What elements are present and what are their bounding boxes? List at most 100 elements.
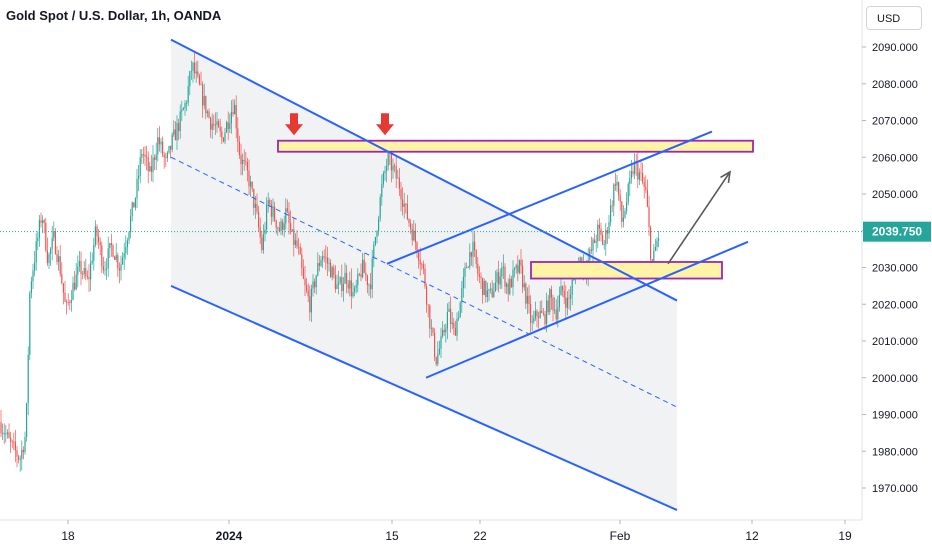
candle-body [136,178,138,199]
candle [192,61,194,83]
projection-arrow[interactable] [667,171,731,265]
candle-body [458,317,460,319]
price-tick-label: 2070.000 [872,116,918,128]
candle [205,95,207,120]
candle-body [163,154,165,158]
candle-body [275,220,277,228]
candle [381,174,383,206]
candle-body [88,276,90,280]
trend-line[interactable] [425,240,749,379]
candle-body [51,237,53,249]
candle [336,274,338,290]
candle-body [320,259,322,266]
support-zone[interactable] [530,261,723,280]
candle [334,265,336,293]
trend-line[interactable] [170,284,678,511]
candle-body [221,131,223,138]
candle [398,167,400,197]
candle [29,290,31,361]
candle [155,142,157,171]
candle-body [443,330,445,333]
candle [443,324,445,336]
candle [310,284,312,322]
resistance-zone[interactable] [277,139,754,153]
candle-body [606,230,608,234]
candle [490,282,492,294]
candle [10,431,12,454]
candle-body [406,203,408,220]
candle [470,251,472,266]
candle [91,252,93,265]
candle-body [397,177,399,179]
candle [104,261,106,276]
candle-body [560,286,562,296]
candle [530,295,532,333]
trend-line[interactable] [386,130,713,265]
candle-body [562,286,564,291]
candle-body [373,244,375,259]
candle [341,264,343,298]
channel-midline[interactable] [170,156,678,408]
candle-body [322,256,324,260]
candle-body [234,105,236,115]
candle [494,270,496,292]
candle [344,262,346,284]
candle [48,252,50,270]
candle-body [262,234,264,251]
candle-body [480,276,482,279]
candle [243,149,245,171]
candle [406,194,408,221]
candle-body [309,296,311,313]
candle-body [122,257,124,265]
candle [278,221,280,233]
candle-body [459,302,461,318]
candle-body [165,157,167,159]
candle-body [179,111,181,132]
candle-body [48,254,50,264]
candle [195,61,197,83]
candle [466,262,468,269]
candle [595,234,597,253]
candle-body [5,433,7,435]
candle-body [178,123,180,132]
candle-body [602,235,604,245]
time-axis[interactable]: 18 2024 15 22 Feb 12 19 [0,519,862,543]
candle [475,249,477,269]
candle [72,276,74,301]
candle-body [226,122,228,133]
candle [610,198,612,227]
candle [306,277,308,294]
candle-body [146,156,148,158]
price-tick-label: 2060.000 [872,152,918,164]
candle [590,236,592,254]
candle [442,321,444,339]
candle-body [210,117,212,130]
candle [514,267,516,278]
price-axis[interactable]: 2090.000 2080.000 2070.000 2060.000 2050.000… [861,0,931,520]
candle [482,277,484,304]
candle-body [235,105,237,129]
candle-body [334,274,336,289]
trend-line[interactable] [170,38,678,302]
candle-body [218,121,220,128]
candle [152,145,154,183]
candle [328,257,330,272]
candle-body [558,295,560,308]
candle [534,301,536,321]
candle [171,132,173,153]
candle-body [259,227,261,238]
candle-body [605,230,607,245]
candle [485,280,487,303]
candle-body [128,232,130,241]
candle [598,218,600,242]
candle [456,312,458,341]
candle-body [206,111,208,114]
candle-body [318,263,320,266]
candle [27,346,29,416]
candle [226,120,228,134]
candle-body [315,275,317,288]
currency-button[interactable]: USD [866,6,922,30]
candle [568,288,570,310]
candle [262,224,264,254]
